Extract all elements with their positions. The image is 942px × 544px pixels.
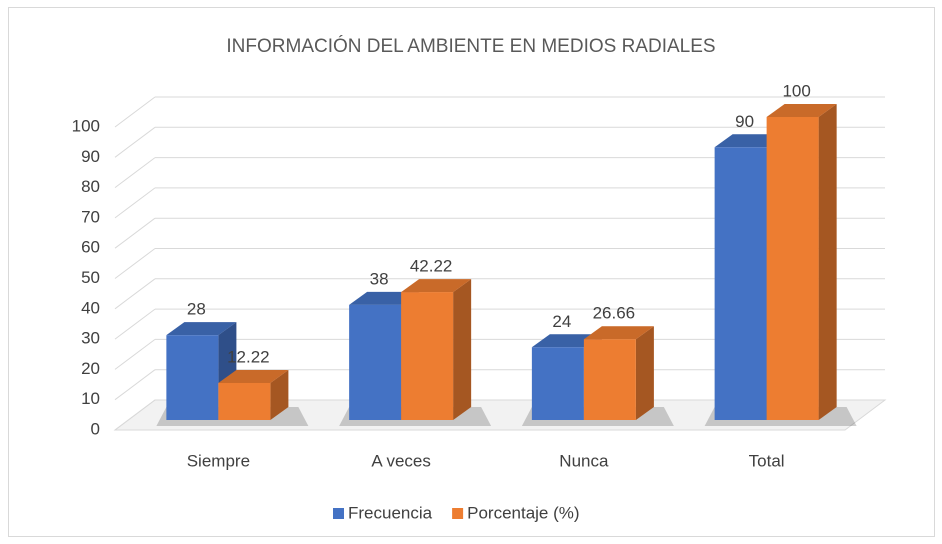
grid-line [114, 278, 156, 310]
data-label: 12.22 [227, 347, 270, 366]
y-tick-label: 20 [81, 359, 100, 378]
bar-top-shade [218, 369, 289, 383]
bar [166, 335, 219, 420]
bar-top [583, 326, 654, 340]
y-tick-label: 100 [72, 116, 100, 135]
legend-label: Frecuencia [348, 503, 433, 522]
data-label: 28 [187, 300, 206, 319]
y-tick-label: 90 [81, 147, 100, 166]
y-tick-label: 10 [81, 389, 100, 408]
bar-side-shade [453, 279, 472, 420]
data-label: 100 [782, 81, 810, 100]
data-label: 26.66 [593, 304, 636, 323]
bar [583, 339, 636, 420]
y-tick-label: 70 [81, 207, 100, 226]
data-label: 90 [735, 112, 754, 131]
y-tick-label: 30 [81, 329, 100, 348]
chart-title: INFORMACIÓN DEL AMBIENTE EN MEDIOS RADIA… [226, 35, 715, 57]
x-tick-label: Total [749, 451, 785, 470]
bar-side-shade [635, 326, 654, 420]
x-tick-label: Siempre [187, 451, 250, 470]
grid-line [114, 126, 156, 158]
bar-side [453, 279, 472, 420]
bar-top-shade [766, 104, 837, 117]
legend-label: Porcentaje (%) [467, 503, 579, 522]
bar-top [766, 104, 837, 117]
grid-line [114, 187, 156, 219]
grid-line [114, 338, 156, 370]
y-tick-label: 0 [91, 419, 100, 438]
bar-top [218, 369, 289, 383]
bar [531, 347, 584, 420]
grid-line [114, 96, 156, 128]
y-tick-label: 80 [81, 177, 100, 196]
y-tick-label: 40 [81, 298, 100, 317]
bar-top [401, 279, 472, 293]
bar-side-shade [818, 104, 837, 420]
bar-side [818, 104, 837, 420]
data-label: 38 [370, 269, 389, 288]
bar [714, 147, 767, 421]
grid-line [114, 248, 156, 279]
y-tick-label: 60 [81, 238, 100, 257]
bar [401, 292, 454, 420]
grid-line [114, 308, 156, 340]
y-tick-label: 50 [81, 268, 100, 287]
data-label: 24 [552, 312, 571, 331]
bar-top-shade [401, 279, 472, 293]
bar [349, 304, 402, 420]
legend-swatch [452, 508, 464, 519]
grid-line [114, 217, 156, 249]
legend-swatch [333, 508, 344, 519]
x-tick-label: A veces [371, 451, 431, 470]
bar-side-shade [270, 369, 289, 420]
grid-line [114, 157, 156, 189]
bar [766, 117, 819, 420]
data-label: 42.22 [410, 257, 453, 276]
bar-side [635, 326, 654, 420]
bar-side [270, 369, 289, 420]
bar-top-shade [583, 326, 654, 340]
grid-line [114, 369, 156, 401]
grid-line [114, 399, 156, 431]
x-tick-label: Nunca [559, 451, 609, 470]
bar-top-shade [166, 322, 237, 336]
bar-top [166, 322, 237, 336]
bar [218, 382, 271, 420]
